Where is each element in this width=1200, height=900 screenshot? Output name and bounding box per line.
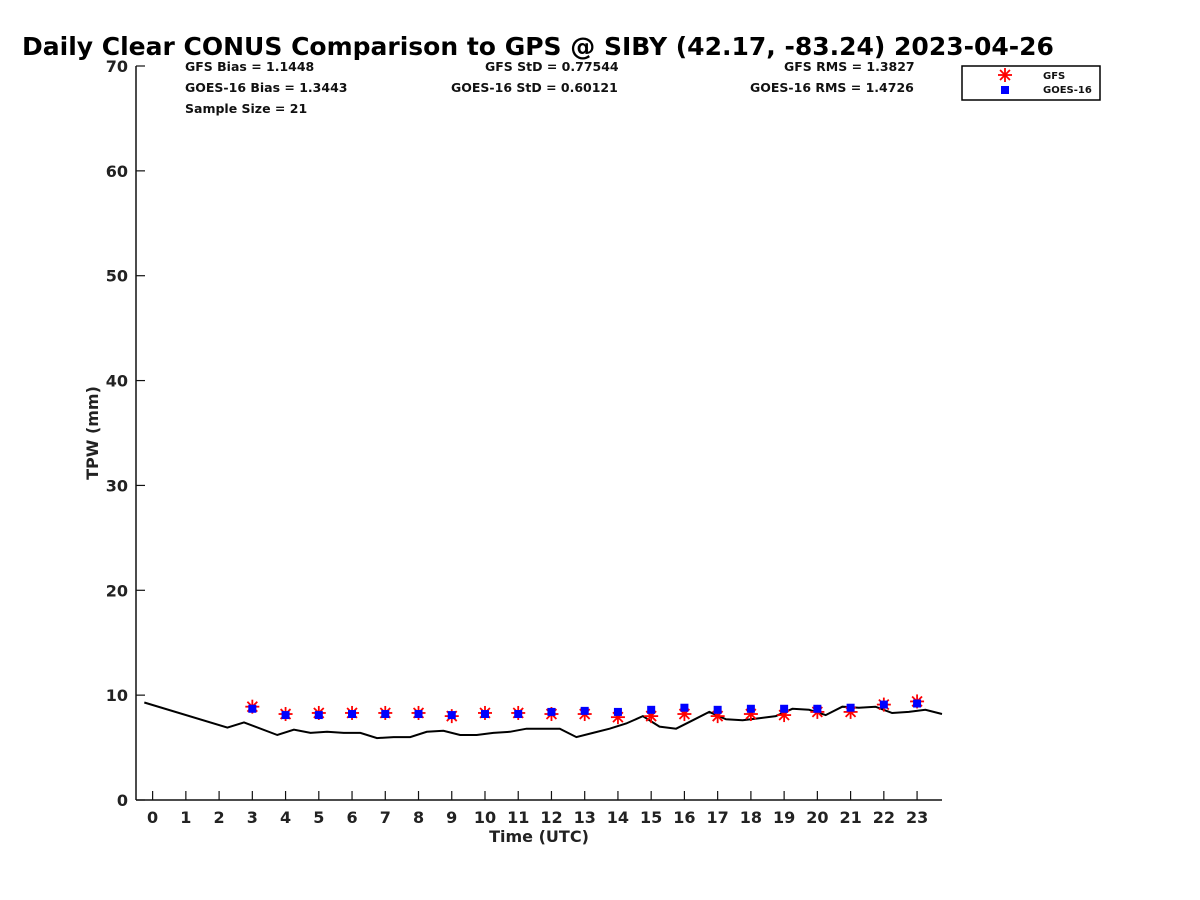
goes-point [314,711,323,720]
y-tick-label: 20 [106,581,128,600]
x-tick-label: 13 [574,808,596,827]
goes-point [647,705,656,714]
x-tick-label: 14 [607,808,629,827]
gfs-rms-text: GFS RMS = 1.3827 [784,59,915,74]
goes-point [913,699,922,708]
goes-bias-text: GOES-16 Bias = 1.3443 [185,80,347,95]
x-tick-label: 8 [413,808,424,827]
goes-point [447,711,456,720]
sample-size-text: Sample Size = 21 [185,101,307,116]
goes-std-text: GOES-16 StD = 0.60121 [451,80,618,95]
x-tick-label: 2 [214,808,225,827]
legend-box [961,65,1101,101]
x-tick-label: 9 [446,808,457,827]
x-tick-label: 5 [313,808,324,827]
y-tick-label: 0 [117,791,128,810]
x-tick-label: 15 [640,808,662,827]
goes-point [381,710,390,719]
gps-series-line [144,701,943,740]
goes-point [281,711,290,720]
goes-rms-text: GOES-16 RMS = 1.4726 [750,80,914,95]
goes-point [780,704,789,713]
goes-point [846,703,855,712]
x-tick-label: 6 [346,808,357,827]
goes-point [414,710,423,719]
x-tick-label: 3 [247,808,258,827]
stats-panel: GFS Bias = 1.1448 GOES-16 Bias = 1.3443 … [185,59,915,116]
x-tick-label: 1 [180,808,191,827]
y-tick-label: 60 [106,162,128,181]
y-tick-label: 70 [106,57,128,76]
goes-point [547,707,556,716]
legend-goes-label: GOES-16 [1043,85,1092,96]
legend-gfs-label: GFS [1043,71,1065,82]
x-tick-label: 20 [806,808,828,827]
x-tick-label: 18 [740,808,762,827]
goes-point [580,706,589,715]
x-tick-label: 22 [873,808,895,827]
goes-point [713,705,722,714]
goes-point [680,703,689,712]
goes-point [879,700,888,709]
gfs-bias-text: GFS Bias = 1.1448 [185,59,314,74]
x-tick-label: 19 [773,808,795,827]
x-tick-label: 7 [380,808,391,827]
x-tick-label: 0 [147,808,158,827]
x-axis-label: Time (UTC) [489,827,589,846]
legend-goes-square-icon [1001,86,1009,94]
gfs-std-text: GFS StD = 0.77544 [485,59,619,74]
x-tick-label: 11 [507,808,529,827]
legend: GFS GOES-16 [961,65,1101,101]
goes-point [480,710,489,719]
goes-point [248,704,257,713]
y-tick-label: 10 [106,686,128,705]
legend-gfs-star-icon [998,68,1012,82]
x-tick-label: 4 [280,808,291,827]
y-tick-label: 50 [106,267,128,286]
x-tick-label: 23 [906,808,928,827]
goes-point [746,704,755,713]
x-tick-label: 10 [474,808,496,827]
x-tick-label: 16 [673,808,695,827]
goes-point [813,704,822,713]
series-layer [144,694,943,740]
y-tick-label: 30 [106,476,128,495]
x-tick-label: 17 [707,808,729,827]
x-tick-label: 12 [540,808,562,827]
chart-title: Daily Clear CONUS Comparison to GPS @ SI… [22,32,1054,61]
x-tick-label: 21 [839,808,861,827]
goes-point [514,710,523,719]
goes-point [348,710,357,719]
y-axis-label: TPW (mm) [83,386,102,480]
goes-point [613,707,622,716]
y-tick-label: 40 [106,372,128,391]
